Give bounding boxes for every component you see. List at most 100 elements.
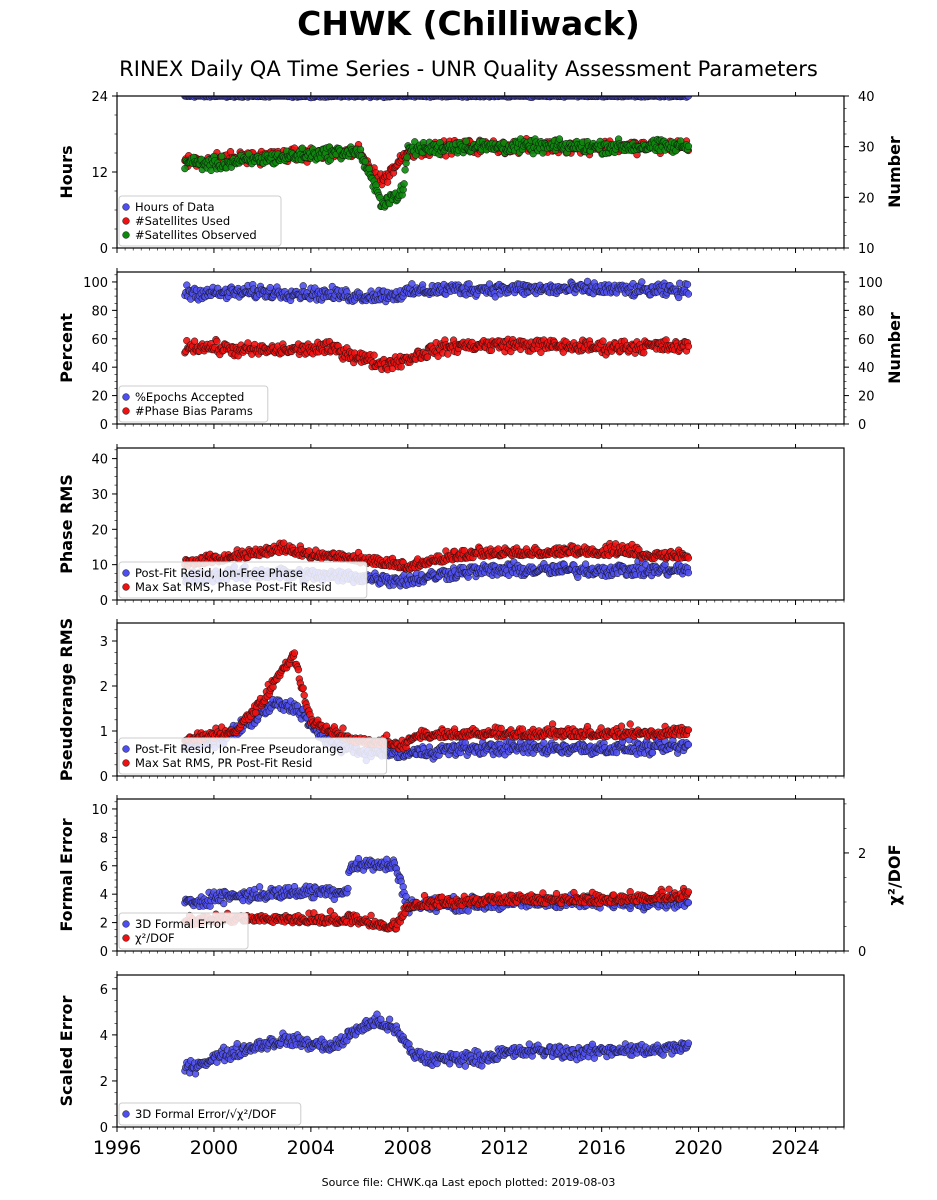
y-right-tick-label: 20 <box>858 191 875 206</box>
y-tick-label: 80 <box>91 304 108 319</box>
legend: %Epochs Accepted#Phase Bias Params <box>118 385 269 423</box>
data-point <box>339 724 347 732</box>
figure-subtitle: RINEX Daily QA Time Series - UNR Quality… <box>119 57 818 81</box>
legend-label: %Epochs Accepted <box>135 390 244 404</box>
data-point <box>383 178 392 186</box>
legend-label: #Satellites Observed <box>135 228 257 242</box>
data-point <box>684 142 693 150</box>
data-point <box>218 152 226 160</box>
legend-marker <box>122 569 130 577</box>
legend-label: #Phase Bias Params <box>135 404 253 418</box>
y-tick-label: 20 <box>91 390 108 405</box>
legend-box <box>118 561 368 599</box>
data-point <box>684 554 693 562</box>
data-point <box>684 569 693 577</box>
panel-3: 0 10 20 30 40 Phase RMS Post-Fit Resid, Ion-Fr… <box>57 444 845 609</box>
data-point <box>684 290 693 298</box>
data-point <box>361 157 369 166</box>
data-point <box>662 336 670 344</box>
y-tick-label: 100 <box>83 276 108 291</box>
data-point <box>638 278 646 286</box>
data-point <box>583 277 592 286</box>
y-tick-label: 30 <box>91 488 108 503</box>
y-right-tick-label: 20 <box>858 390 875 405</box>
y-right-tick-label: 10 <box>858 242 875 257</box>
data-point <box>403 153 411 161</box>
y-axis-label: Percent <box>57 313 76 383</box>
data-point <box>294 666 303 674</box>
data-point <box>356 145 365 154</box>
y-axis-label-right: Number <box>885 312 904 384</box>
y-tick-label: 0 <box>100 418 108 433</box>
data-point <box>683 280 692 289</box>
data-point <box>181 164 189 173</box>
y-right-tick-label: 30 <box>858 141 875 156</box>
legend-marker <box>122 217 130 225</box>
y-right-tick-label: 0 <box>858 418 866 433</box>
data-point <box>462 137 470 145</box>
data-point <box>365 164 373 173</box>
y-tick-label: 20 <box>91 523 108 538</box>
legend-label: Hours of Data <box>135 200 215 214</box>
legend-box <box>118 385 269 423</box>
data-point <box>574 573 582 581</box>
y-right-tick-label: 40 <box>858 361 875 376</box>
data-point <box>290 649 299 657</box>
figure-title: CHWK (Chilliwack) <box>297 4 640 43</box>
data-point <box>213 337 221 345</box>
data-point <box>190 337 199 345</box>
data-point <box>648 749 657 757</box>
legend: Hours of Data#Satellites Used#Satellites… <box>118 195 282 247</box>
legend-marker <box>122 231 130 239</box>
points-group <box>181 539 693 590</box>
points-group <box>181 96 693 211</box>
data-point <box>401 166 409 174</box>
y-right-tick-label: 80 <box>858 304 875 319</box>
legend-marker <box>122 393 130 401</box>
data-point <box>408 280 416 288</box>
y-axis-label-right: Number <box>885 136 904 208</box>
y-tick-label: 40 <box>91 361 108 376</box>
data-point <box>444 350 452 358</box>
legend-label: Post-Fit Resid, Ion-Free Phase <box>135 566 303 580</box>
data-point <box>299 282 307 290</box>
legend-marker <box>122 583 130 591</box>
y-tick-label: 0 <box>100 242 108 257</box>
y-right-tick-label: 60 <box>858 333 875 348</box>
data-point <box>252 709 260 717</box>
points-group <box>181 277 693 374</box>
legend-box <box>118 195 282 247</box>
legend-label: Max Sat RMS, Phase Post-Fit Resid <box>135 580 332 594</box>
data-point <box>397 363 405 371</box>
legend-marker <box>122 407 130 415</box>
data-point <box>497 724 505 733</box>
y-right-tick-label: 100 <box>858 276 883 291</box>
legend-marker <box>122 203 130 211</box>
y-tick-label: 24 <box>91 90 108 105</box>
data-point <box>537 348 545 356</box>
data-point <box>555 135 564 143</box>
data-point <box>640 349 648 357</box>
data-point <box>298 144 306 152</box>
data-point <box>300 691 308 699</box>
y-right-tick-label: 40 <box>858 90 875 105</box>
y-tick-label: 12 <box>91 166 108 181</box>
y-tick-label: 60 <box>91 333 108 348</box>
data-point <box>370 351 378 359</box>
y-axis-label: Hours <box>57 145 76 198</box>
panel-2: 0 20 40 60 80 100 0 20 40 60 80 100 Number Percent %Ep… <box>57 268 904 433</box>
y-tick-label: 40 <box>91 453 108 468</box>
legend-label: #Satellites Used <box>135 214 230 228</box>
data-point <box>684 342 693 351</box>
y-axis-label: Phase RMS <box>57 474 76 574</box>
data-point <box>400 180 408 188</box>
y-tick-label: 0 <box>100 594 108 609</box>
data-point <box>684 96 693 100</box>
data-point <box>684 740 693 749</box>
y-tick-label: 10 <box>91 559 108 574</box>
